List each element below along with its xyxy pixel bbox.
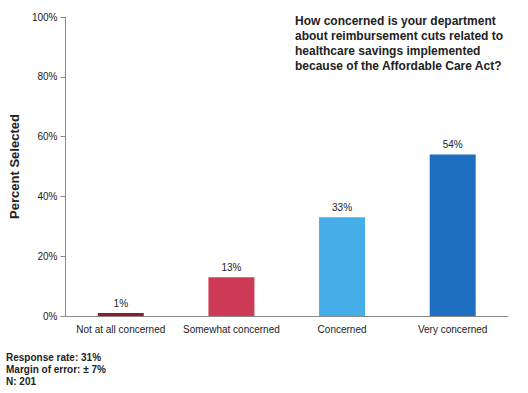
svg-text:33%: 33% [332, 202, 352, 213]
svg-text:40%: 40% [37, 191, 57, 202]
svg-text:N: 201: N: 201 [6, 376, 36, 387]
svg-text:healthcare savings implemented: healthcare savings implemented [295, 44, 484, 58]
svg-text:Somewhat concerned: Somewhat concerned [183, 324, 280, 335]
svg-text:Not at all concerned: Not at all concerned [76, 324, 165, 335]
svg-text:54%: 54% [443, 139, 463, 150]
svg-text:20%: 20% [37, 251, 57, 262]
svg-text:0%: 0% [43, 311, 58, 322]
svg-text:1%: 1% [114, 298, 129, 309]
svg-text:Very concerned: Very concerned [418, 324, 488, 335]
svg-text:Response rate: 31%: Response rate: 31% [6, 352, 101, 363]
svg-text:Concerned: Concerned [318, 324, 367, 335]
svg-text:60%: 60% [37, 131, 57, 142]
svg-text:100%: 100% [32, 12, 58, 23]
svg-text:about reimbursement cuts relat: about reimbursement cuts related to [295, 29, 506, 43]
svg-text:13%: 13% [221, 262, 241, 273]
svg-text:Percent Selected: Percent Selected [7, 114, 22, 219]
svg-text:80%: 80% [37, 71, 57, 82]
svg-text:How concerned is your departme: How concerned is your department [295, 14, 499, 28]
svg-text:Margin of error: ± 7%: Margin of error: ± 7% [6, 364, 106, 375]
svg-text:because of the Affordable Care: because of the Affordable Care Act? [295, 59, 501, 73]
